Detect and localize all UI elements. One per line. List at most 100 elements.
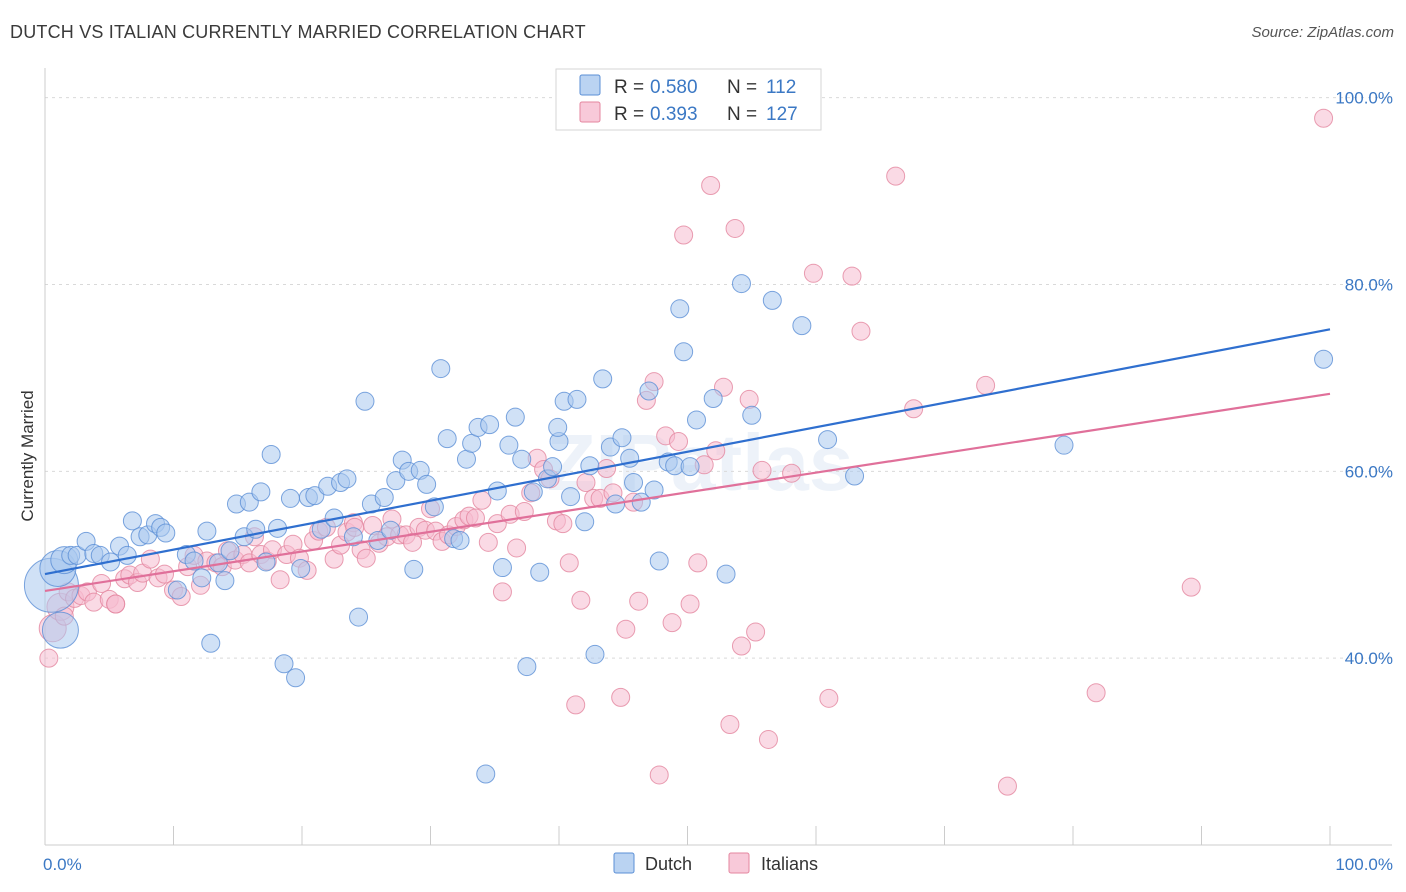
dutch-point-73 [517,657,537,677]
dutch-point-44 [337,469,357,489]
dutch-point-22 [201,633,221,653]
dutch-point-64 [462,433,482,453]
dutch-point-21 [197,521,217,541]
italian-point-107 [746,622,766,642]
x-tick-label-1: 100.0% [1335,855,1393,874]
dutch-point-105 [762,290,782,310]
dutch-point-101 [703,388,723,408]
dutch-point-62 [450,530,470,550]
dutch-point-110 [41,611,79,649]
dutch-point-24 [215,571,235,591]
italian-point-108 [752,460,772,480]
italian-point-120 [1181,577,1201,597]
italian-point-95 [669,431,689,451]
dutch-point-80 [561,487,581,507]
italian-point-118 [997,776,1017,796]
dutch-point-94 [649,551,669,571]
italian-point-77 [553,514,573,534]
dutch-point-40 [311,519,331,539]
italian-point-117 [976,375,996,395]
dutch-point-112 [548,417,568,437]
italian-point-47 [356,548,376,568]
italian-point-86 [611,687,631,707]
italian-point-89 [629,591,649,611]
italian-point-68 [492,582,512,602]
trend-lines [44,328,1331,592]
dutch-point-106 [792,316,812,336]
italian-point-66 [478,532,498,552]
dutch-point-100 [686,410,706,430]
dutch-point-109 [1314,349,1334,369]
dutch-point-93 [644,480,664,500]
dutch-point-32 [261,445,281,465]
dutch-point-85 [593,369,613,389]
dutch-point-84 [585,644,605,664]
dutch-point-68 [487,481,507,501]
dutch-point-72 [512,449,532,469]
bottom-legend: Dutch Italians [613,852,818,874]
dutch-point-34 [274,654,294,674]
dutch-point-25 [220,541,240,561]
dutch-trend-line [44,328,1331,576]
dutch-point-102 [716,564,736,584]
dutch-point-20 [192,568,212,588]
italian-point-105 [731,636,751,656]
italian-point-98 [688,553,708,573]
dutch-point-59 [431,359,451,379]
italian-point-121 [1314,108,1334,128]
dutch-point-30 [251,482,271,502]
tick-labels: 40.0% 60.0% 80.0% 100.0% 0.0% 100.0% [43,89,1393,874]
italian-point-119 [1086,683,1106,703]
dutch-point-39 [305,486,325,506]
dutch-point-88 [612,428,632,448]
dutch-point-52 [386,471,406,491]
legend-r-value-italians: 0.393 [650,104,698,125]
italian-point-0 [39,648,59,668]
bottom-legend-label-dutch: Dutch [645,854,692,874]
italian-point-94 [662,613,682,633]
legend-r-value-dutch: 0.580 [650,77,698,98]
legend-r-label-dutch: R = [614,77,644,98]
dutch-point-92 [639,381,659,401]
italian-point-97 [680,594,700,614]
italian-trend-line [44,392,1331,592]
legend-swatch-dutch [579,74,601,96]
legend-n-value-italians: 127 [766,104,798,125]
italian-point-7 [84,592,104,612]
dutch-point-58 [424,497,444,517]
italian-point-123 [106,594,126,614]
italian-point-65 [472,490,492,510]
bottom-legend-label-italians: Italians [761,854,818,874]
dutch-point-35 [280,488,300,508]
legend-n-label-italians: N = [727,104,757,125]
italian-point-103 [720,714,740,734]
dutch-point-63 [456,449,476,469]
dutch-point-98 [674,342,694,362]
legend-n-value-dutch: 112 [766,77,796,98]
italian-point-104 [725,218,745,238]
dutch-point-60 [437,429,457,449]
dutch-point-19 [184,551,204,571]
italian-point-87 [616,619,636,639]
dutch-point-10 [117,545,137,565]
dutch-point-108 [1054,435,1074,455]
dutch-point-104 [742,405,762,425]
italian-point-106 [739,389,759,409]
legend-n-label-dutch: N = [727,77,757,98]
bottom-legend-swatch-dutch [613,852,635,874]
dutch-point-45 [343,527,363,547]
dutch-point-77 [543,457,563,477]
italian-point-111 [803,263,823,283]
legend-box: R = 0.580 N = 112 R = 0.393 N = 127 [555,68,822,131]
dutch-point-51 [381,520,401,540]
italian-point-109 [758,729,778,749]
dutch-point-81 [567,389,587,409]
legend-r-label-italians: R = [614,104,644,125]
chart-title: DUTCH VS ITALIAN CURRENTLY MARRIED CORRE… [10,22,586,42]
italian-point-79 [566,695,586,715]
italian-point-81 [576,473,596,493]
dutch-point-57 [417,474,437,494]
dutch-points [23,274,1334,784]
dutch-point-55 [404,559,424,579]
